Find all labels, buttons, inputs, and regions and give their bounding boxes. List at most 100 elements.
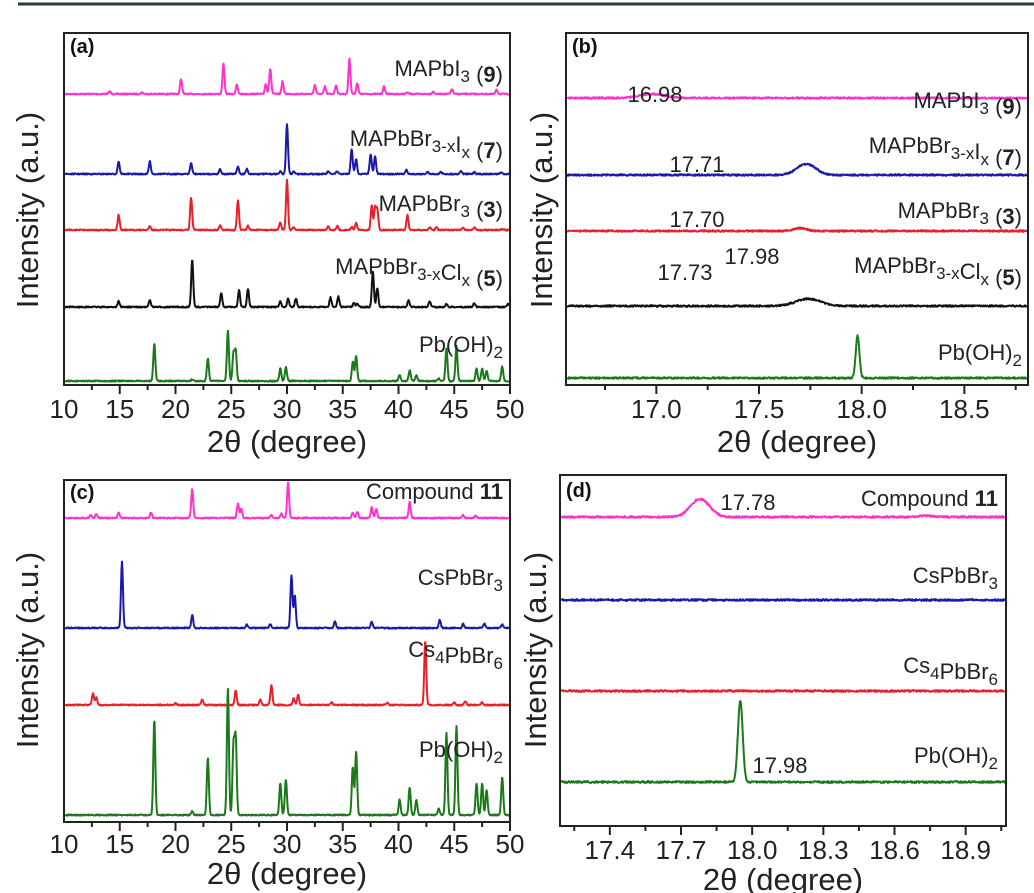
x-tick-label: 17.7: [656, 835, 707, 865]
label-part: 11: [480, 479, 503, 504]
x-tick-label: 10: [50, 829, 79, 859]
panel-label: (c): [70, 482, 94, 504]
label-part: 3: [483, 197, 495, 222]
peak-annotation: 17.98: [724, 244, 779, 269]
peak-annotation: 17.71: [669, 152, 724, 177]
series-label: MAPbBr3-xIx (7): [350, 126, 503, 163]
label-part: 5: [483, 266, 495, 291]
series-label: CsPbBr3: [418, 565, 503, 595]
series-trace: [64, 329, 510, 383]
label-part: ): [1015, 204, 1022, 229]
y-axis-label: Intensity (a.u.): [10, 552, 45, 748]
label-part: (: [989, 145, 1003, 170]
x-tick-label: 35: [328, 394, 357, 424]
series-label: Cs4PbBr6: [408, 637, 503, 673]
label-part: ): [496, 266, 503, 291]
x-tick-label: 10: [50, 394, 79, 424]
label-part: 2: [1013, 351, 1022, 370]
x-tick-label: 45: [440, 394, 469, 424]
label-part: CsPbBr: [418, 565, 494, 590]
series-trace: [560, 497, 1006, 519]
label-part: 6: [494, 654, 503, 673]
label-part: CsPbBr: [913, 563, 989, 588]
label-part: Pb(OH): [419, 332, 494, 357]
x-tick-label: 35: [328, 829, 357, 859]
y-axis-label: Intensity (a.u.): [10, 112, 45, 308]
x-tick-label: 17.5: [734, 394, 785, 424]
series-label: Compound 11: [366, 479, 503, 504]
series-trace: [566, 334, 1028, 380]
series-label: Pb(OH)2: [419, 332, 503, 362]
x-tick-label: 30: [273, 829, 302, 859]
series-trace: [64, 641, 510, 707]
peak-annotation: 17.70: [669, 207, 724, 232]
series-trace: [560, 598, 1006, 602]
label-part: ): [496, 138, 503, 163]
label-part: 3-x: [936, 264, 960, 283]
x-tick-label: 18.6: [869, 835, 920, 865]
label-part: 2: [989, 754, 998, 773]
panel-b: MAPbI3 (9) 16.98 MAPbBr3-xIx (7) 17.71 MAPbB…: [524, 32, 1029, 459]
panel-label: (d): [566, 480, 592, 502]
x-tick-label: 30: [273, 394, 302, 424]
x-tick-label: 17.0: [631, 394, 682, 424]
label-part: x: [980, 270, 989, 289]
label-part: MAPbI: [394, 56, 460, 81]
series-label: Compound 11: [861, 486, 998, 511]
series-trace: [64, 560, 510, 630]
label-part: (: [470, 138, 484, 163]
label-part: 3: [494, 576, 503, 595]
label-part: 3: [461, 202, 470, 221]
series-label: CsPbBr3: [913, 563, 998, 593]
label-part: x: [461, 271, 470, 290]
label-part: 3: [461, 67, 470, 86]
label-part: Pb(OH): [419, 737, 494, 762]
series-trace: [566, 297, 1028, 308]
x-axis-label: 2θ (degree): [703, 862, 863, 893]
label-part: Compound: [861, 486, 975, 511]
label-part: 2: [494, 343, 503, 362]
series-label: MAPbI3 (9): [913, 88, 1022, 119]
series-label: Pb(OH)2: [914, 743, 998, 773]
x-tick-label: 50: [496, 394, 525, 424]
series-trace: [560, 700, 1006, 784]
panel-a: MAPbI3 (9)MAPbBr3-xIx (7)MAPbBr3 (3)MAPb…: [10, 32, 525, 459]
series-label: Pb(OH)2: [419, 737, 503, 767]
plot-frame: [559, 474, 1007, 827]
label-part: 7: [1002, 145, 1014, 170]
label-part: ): [1015, 265, 1022, 290]
series-trace: [64, 123, 510, 176]
series-trace: [64, 688, 510, 817]
label-part: ): [496, 62, 503, 87]
label-part: Pb(OH): [914, 743, 989, 768]
series-label: MAPbBr3 (3): [379, 191, 503, 222]
label-part: Cs: [903, 653, 930, 678]
label-part: ): [1015, 94, 1022, 119]
series-trace: [64, 481, 510, 520]
x-tick-label: 20: [161, 394, 190, 424]
label-part: I: [455, 132, 461, 157]
label-part: 4: [435, 648, 444, 667]
label-part: 3-x: [432, 137, 456, 156]
label-part: 4: [930, 664, 939, 683]
label-part: (: [989, 94, 1003, 119]
label-part: 3-x: [951, 144, 975, 163]
x-tick-label: 18.0: [727, 835, 778, 865]
series-trace: [64, 259, 510, 309]
series-label: MAPbBr3-xIx (7): [869, 133, 1022, 170]
y-axis-label: Intensity (a.u.): [518, 552, 553, 748]
x-tick-label: 18.3: [798, 835, 849, 865]
series-label: MAPbBr3 (3): [898, 198, 1022, 229]
label-part: MAPbBr: [854, 253, 936, 278]
label-part: x: [980, 150, 989, 169]
series-trace: [566, 226, 1028, 233]
panel-label: (a): [70, 36, 94, 58]
series-label: Cs4PbBr6: [903, 653, 998, 689]
label-part: MAPbBr: [898, 198, 980, 223]
x-tick-label: 50: [496, 829, 525, 859]
label-part: (: [470, 197, 484, 222]
peak-annotation: 16.98: [627, 82, 682, 107]
label-part: 3-x: [417, 265, 441, 284]
